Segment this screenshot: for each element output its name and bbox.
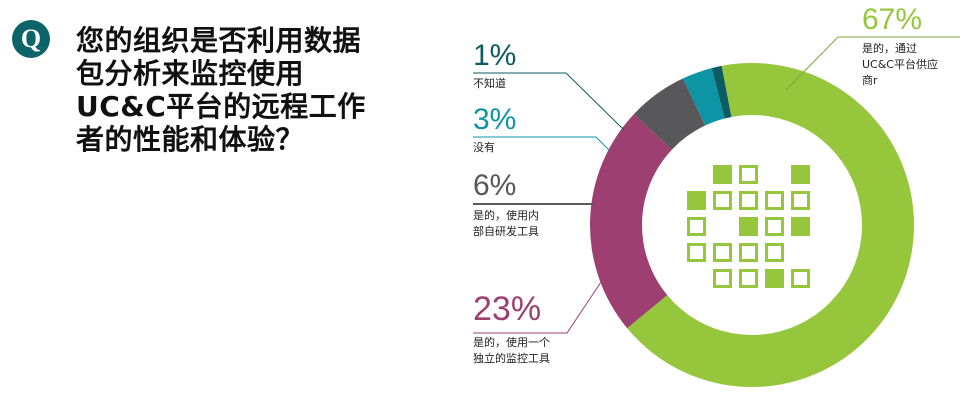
grid-square — [687, 191, 706, 210]
grid-square — [713, 165, 732, 184]
label-67: 67% 是的，通过 UC&C平台供应 商r — [862, 4, 938, 89]
grid-square — [739, 269, 758, 288]
leader-line-67 — [785, 36, 960, 91]
label-3-desc: 没有 — [473, 140, 516, 156]
grid-square — [791, 165, 810, 184]
grid-square — [687, 217, 706, 236]
grid-square — [713, 191, 732, 210]
grid-square — [765, 217, 784, 236]
label-67-line: UC&C平台供应 — [862, 58, 938, 71]
grid-square — [791, 269, 810, 288]
label-23-line: 是的，使用一个 — [473, 336, 550, 349]
grid-square — [739, 191, 758, 210]
label-67-pct: 67% — [862, 3, 923, 36]
grid-square — [739, 217, 758, 236]
grid-square — [765, 269, 784, 288]
label-6-line: 是的，使用内 — [473, 209, 539, 222]
label-23-desc: 是的，使用一个 独立的监控工具 — [473, 335, 550, 367]
label-67-desc: 是的，通过 UC&C平台供应 商r — [862, 41, 938, 89]
donut-slices — [589, 63, 914, 388]
leader-line-3 — [473, 136, 610, 151]
question-line-3: UC&C平台的远程工作 — [76, 90, 366, 123]
label-23-line: 独立的监控工具 — [473, 352, 550, 365]
question-line-2: 包分析来监控使用 — [76, 57, 305, 90]
grid-square — [713, 243, 732, 262]
label-23: 23% 是的，使用一个 独立的监控工具 — [473, 289, 550, 367]
label-6: 6% 是的，使用内 部自研发工具 — [473, 170, 539, 240]
label-6-desc: 是的，使用内 部自研发工具 — [473, 208, 539, 240]
grid-square — [765, 191, 784, 210]
leader-line-23 — [473, 281, 602, 334]
donut-slice — [589, 114, 672, 329]
label-1-line: 不知道 — [473, 77, 506, 90]
question-badge-icon: Q — [12, 20, 50, 58]
grid-square — [739, 243, 758, 262]
question-line-4: 者的性能和体验？ — [76, 123, 305, 156]
grid-square — [713, 269, 732, 288]
label-1-pct: 1% — [473, 39, 517, 72]
label-6-pct: 6% — [473, 169, 517, 202]
question-line-1: 您的组织是否利用数据 — [76, 24, 362, 57]
leader-line-1 — [473, 72, 625, 131]
label-67-line: 是的，通过 — [862, 42, 917, 55]
donut-slice — [633, 78, 706, 150]
label-3-line: 没有 — [473, 141, 495, 154]
grid-square — [791, 191, 810, 210]
label-67-line: 商r — [862, 74, 878, 87]
grid-square — [739, 165, 758, 184]
label-3-pct: 3% — [473, 103, 517, 136]
grid-square — [791, 217, 810, 236]
donut-slice — [683, 68, 725, 126]
grid-square — [765, 243, 784, 262]
packet-grid-icon — [687, 165, 810, 288]
question-title: 您的组织是否利用数据 包分析来监控使用 UC&C平台的远程工作 者的性能和体验？ — [76, 24, 396, 156]
label-23-pct: 23% — [473, 290, 542, 328]
label-1: 1% 不知道 — [473, 40, 516, 92]
grid-square — [687, 243, 706, 262]
label-3: 3% 没有 — [473, 104, 516, 156]
label-6-line: 部自研发工具 — [473, 225, 539, 238]
donut-slice — [627, 63, 914, 388]
donut-slice — [711, 65, 732, 119]
label-1-desc: 不知道 — [473, 76, 516, 92]
